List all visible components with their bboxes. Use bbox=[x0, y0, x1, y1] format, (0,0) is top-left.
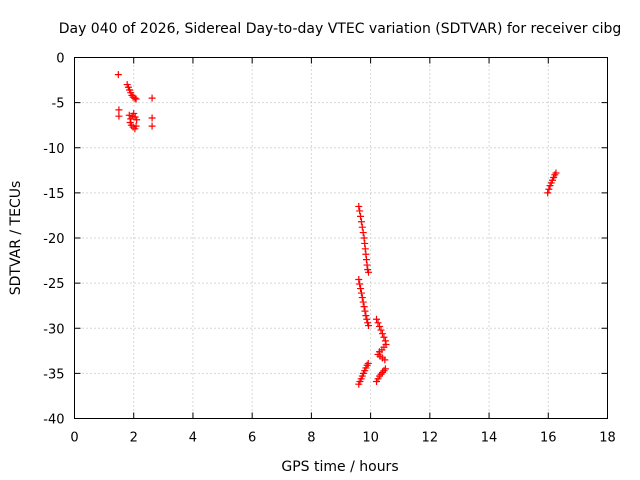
data-point-marker bbox=[358, 223, 366, 231]
y-tick-label: -40 bbox=[43, 413, 64, 428]
data-point-marker bbox=[357, 212, 365, 220]
x-tick-label: 4 bbox=[189, 431, 197, 446]
data-point-marker bbox=[357, 218, 365, 226]
y-tick-label: -20 bbox=[43, 232, 64, 247]
data-point-marker bbox=[115, 112, 123, 120]
data-points bbox=[114, 71, 560, 388]
x-tick-label: 10 bbox=[362, 431, 379, 446]
tick-layer: 0 2 4 6 8 10 12 14 16 18 0 -5 -10 -15 -20 -25 -30 -35 -40 bbox=[43, 52, 616, 446]
data-point-marker bbox=[355, 276, 363, 284]
y-tick-label: 0 bbox=[56, 52, 64, 67]
data-point-marker bbox=[381, 356, 389, 364]
data-point-marker bbox=[114, 71, 122, 79]
x-tick-label: 18 bbox=[599, 431, 616, 446]
data-point-marker bbox=[364, 359, 372, 367]
data-point-marker bbox=[148, 122, 156, 130]
y-tick-label: -35 bbox=[43, 367, 64, 382]
data-point-marker bbox=[377, 326, 385, 334]
data-point-marker bbox=[365, 268, 373, 276]
data-point-marker bbox=[375, 322, 383, 330]
data-point-marker bbox=[378, 330, 386, 338]
data-point-marker bbox=[357, 289, 365, 297]
x-tick-label: 2 bbox=[130, 431, 138, 446]
data-point-marker bbox=[359, 229, 367, 237]
data-point-marker bbox=[355, 202, 363, 210]
data-point-marker bbox=[130, 109, 138, 117]
y-tick-label: -10 bbox=[43, 142, 64, 157]
data-point-marker bbox=[545, 185, 553, 193]
x-tick-label: 14 bbox=[481, 431, 498, 446]
data-point-marker bbox=[133, 116, 141, 124]
y-tick-label: -30 bbox=[43, 322, 64, 337]
data-point-marker bbox=[356, 280, 364, 288]
data-point-marker bbox=[360, 303, 368, 311]
y-tick-label: -25 bbox=[43, 277, 64, 292]
x-tick-label: 8 bbox=[307, 431, 315, 446]
grid-layer bbox=[74, 57, 608, 419]
data-point-marker bbox=[131, 94, 139, 102]
data-point-marker bbox=[363, 315, 371, 323]
data-point-marker bbox=[115, 106, 123, 114]
x-tick-label: 16 bbox=[540, 431, 557, 446]
x-tick-label: 0 bbox=[70, 431, 78, 446]
plot-frame bbox=[74, 57, 608, 419]
data-point-marker bbox=[362, 312, 370, 320]
data-point-marker bbox=[132, 95, 140, 103]
data-point-marker bbox=[148, 114, 156, 122]
data-point-marker bbox=[359, 298, 367, 306]
data-point-marker bbox=[361, 307, 369, 315]
x-tick-label: 12 bbox=[422, 431, 439, 446]
data-point-marker bbox=[365, 322, 373, 330]
x-tick-label: 6 bbox=[248, 431, 256, 446]
data-point-marker bbox=[357, 285, 365, 293]
x-axis-label: GPS time / hours bbox=[281, 459, 398, 475]
data-point-marker bbox=[125, 111, 133, 119]
data-point-marker bbox=[374, 319, 382, 327]
y-tick-label: -5 bbox=[52, 97, 65, 112]
data-point-marker bbox=[544, 189, 552, 197]
y-axis-label: SDTVAR / TECUs bbox=[8, 181, 24, 296]
data-point-marker bbox=[132, 122, 140, 130]
data-point-marker bbox=[380, 333, 388, 341]
y-tick-label: -15 bbox=[43, 187, 64, 202]
chart-title: Day 040 of 2026, Sidereal Day-to-day VTE… bbox=[59, 21, 622, 37]
data-point-marker bbox=[148, 94, 156, 102]
data-point-marker bbox=[552, 169, 560, 177]
data-point-marker bbox=[373, 315, 381, 323]
data-point-marker bbox=[358, 294, 366, 302]
data-point-marker bbox=[381, 365, 389, 373]
data-point-marker bbox=[356, 207, 364, 215]
